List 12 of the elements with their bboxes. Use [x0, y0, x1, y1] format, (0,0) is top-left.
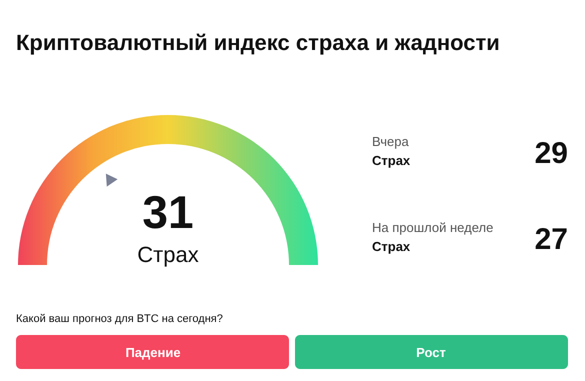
text: Страх — [372, 153, 411, 168]
data-label: 31 — [142, 186, 194, 238]
text: Страх — [137, 242, 199, 267]
data-label: 29 — [534, 137, 568, 170]
text: Какой ваш прогноз для BTC на сегодня? — [16, 313, 223, 325]
text: Страх — [372, 239, 411, 254]
text: Криптовалютный индекс страха и жадности — [16, 30, 500, 55]
data-label: 27 — [534, 223, 568, 256]
category-label: Вчера — [372, 134, 410, 149]
text: Падение — [125, 345, 181, 360]
category-label: На прошлой неделе — [372, 220, 494, 235]
text: Рост — [416, 345, 446, 360]
